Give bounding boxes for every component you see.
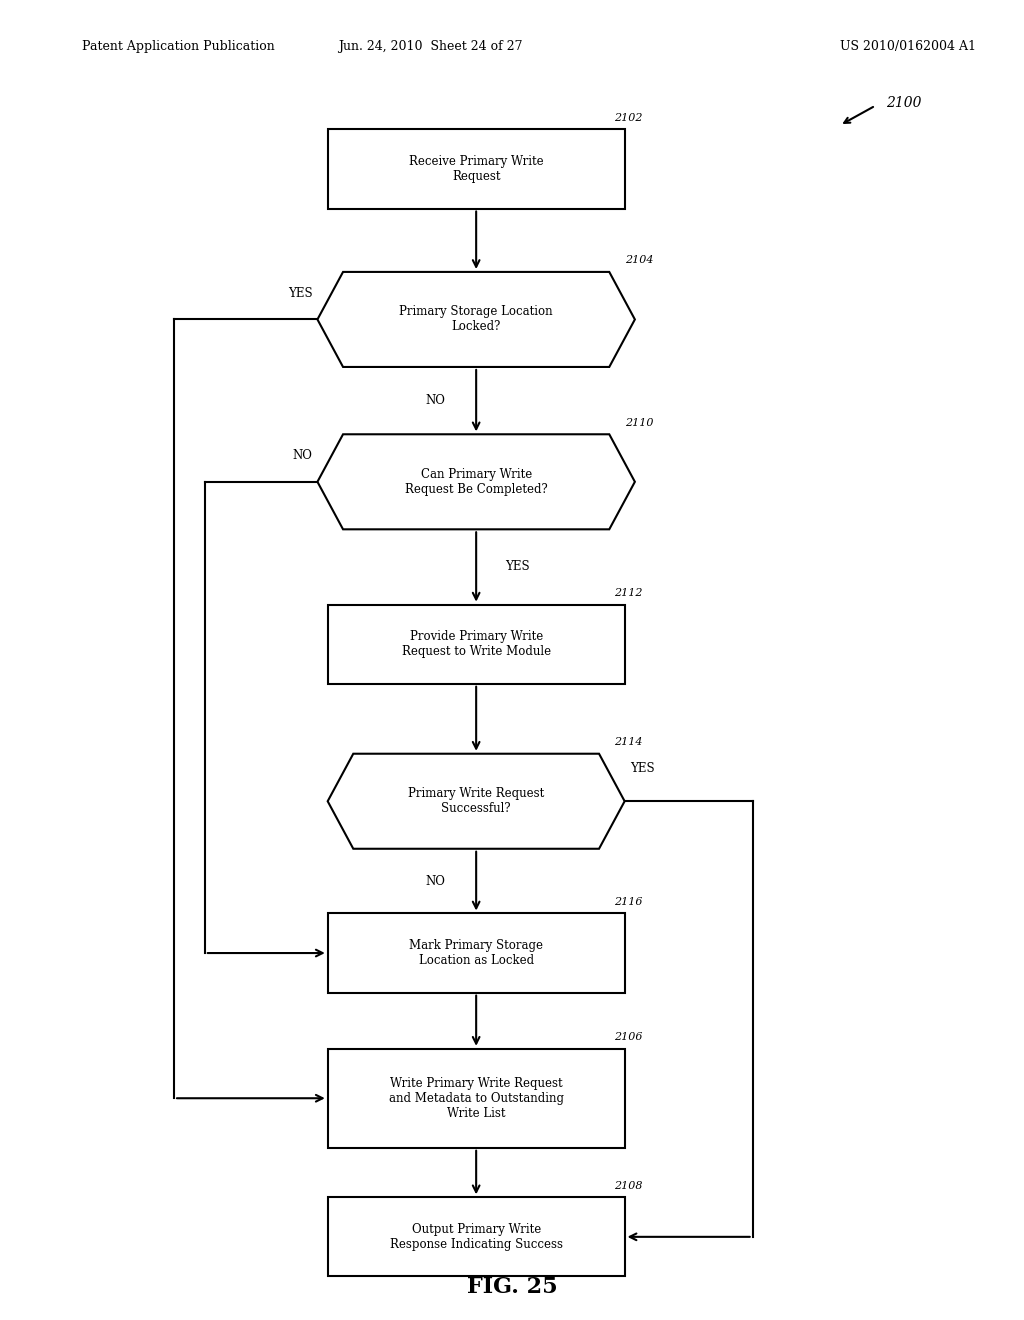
FancyBboxPatch shape [328,129,625,209]
Text: 2102: 2102 [614,112,643,123]
Text: Write Primary Write Request
and Metadata to Outstanding
Write List: Write Primary Write Request and Metadata… [389,1077,563,1119]
Text: NO: NO [293,449,312,462]
Text: Patent Application Publication: Patent Application Publication [82,40,274,53]
Polygon shape [317,434,635,529]
Text: 2108: 2108 [614,1180,643,1191]
Text: US 2010/0162004 A1: US 2010/0162004 A1 [840,40,976,53]
Text: 2110: 2110 [625,417,653,428]
Text: 2106: 2106 [614,1032,643,1043]
Text: FIG. 25: FIG. 25 [467,1276,557,1298]
Text: Output Primary Write
Response Indicating Success: Output Primary Write Response Indicating… [390,1222,562,1251]
FancyBboxPatch shape [328,913,625,993]
FancyBboxPatch shape [328,605,625,684]
Text: 2114: 2114 [614,737,643,747]
Text: 2104: 2104 [625,255,653,265]
Text: NO: NO [425,875,445,887]
Text: Primary Storage Location
Locked?: Primary Storage Location Locked? [399,305,553,334]
Text: Primary Write Request
Successful?: Primary Write Request Successful? [408,787,545,816]
Text: Receive Primary Write
Request: Receive Primary Write Request [409,154,544,183]
Text: Jun. 24, 2010  Sheet 24 of 27: Jun. 24, 2010 Sheet 24 of 27 [338,40,522,53]
FancyBboxPatch shape [328,1048,625,1147]
Text: Mark Primary Storage
Location as Locked: Mark Primary Storage Location as Locked [410,939,543,968]
Text: Can Primary Write
Request Be Completed?: Can Primary Write Request Be Completed? [404,467,548,496]
Text: YES: YES [505,561,529,573]
Text: YES: YES [288,286,312,300]
Polygon shape [328,754,625,849]
Text: 2116: 2116 [614,896,643,907]
Text: NO: NO [425,395,445,407]
Text: YES: YES [630,762,654,775]
FancyBboxPatch shape [328,1197,625,1276]
Text: Provide Primary Write
Request to Write Module: Provide Primary Write Request to Write M… [401,630,551,659]
Text: 2100: 2100 [886,96,922,110]
Text: 2112: 2112 [614,587,643,598]
Polygon shape [317,272,635,367]
